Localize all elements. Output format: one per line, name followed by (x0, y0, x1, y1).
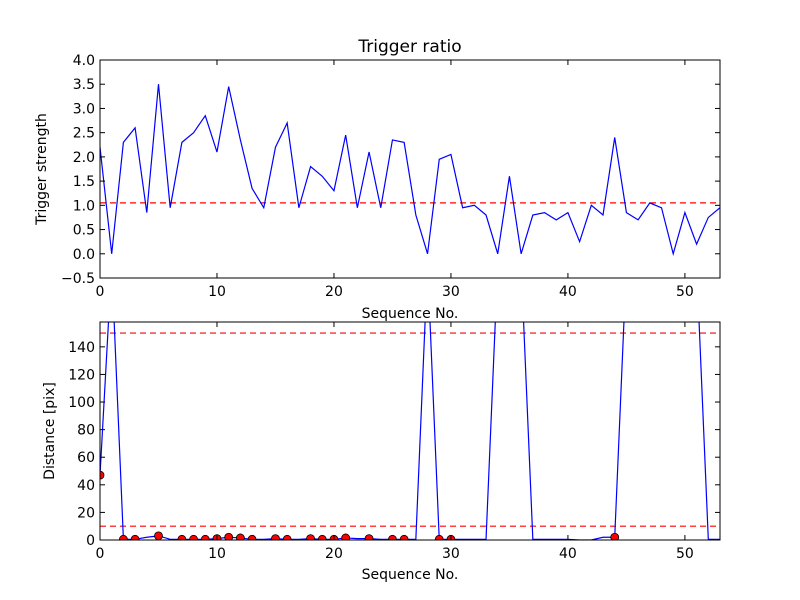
data-point (247, 534, 257, 540)
data-point (610, 532, 620, 540)
y-tick-label: 80 (77, 423, 95, 439)
y-tick-label: 2.5 (73, 126, 95, 142)
x-tick-label: 30 (442, 546, 460, 562)
x-tick-label: 0 (96, 546, 105, 562)
plot-frame (99, 321, 721, 541)
y-axis-label: Trigger strength (34, 113, 50, 226)
data-point (224, 532, 234, 540)
data-point (189, 534, 198, 540)
y-tick-label: 4.0 (73, 53, 95, 69)
y-tick-label: 140 (68, 340, 95, 356)
data-point (399, 534, 409, 540)
y-tick-label: 100 (68, 395, 95, 411)
series-line (100, 84, 720, 257)
y-tick-label: 1.5 (73, 174, 95, 190)
data-point (364, 534, 374, 540)
y-tick-label: 3.5 (73, 77, 95, 93)
x-tick-label: 40 (559, 546, 577, 562)
x-tick-label: 40 (559, 284, 577, 300)
data-point (177, 534, 187, 540)
data-point (282, 534, 292, 540)
distance-chart: 0 10 20 30 40 50 0 20 40 60 80 100 120 140 Sequence N… (42, 321, 721, 583)
data-point (317, 534, 327, 540)
data-point (388, 534, 397, 540)
y-tick-label: 20 (77, 505, 95, 521)
y-tick-label: 120 (68, 367, 95, 383)
x-tick-label: 30 (442, 284, 460, 300)
y-tick-label: 1.0 (73, 198, 95, 214)
x-tick-label: 10 (208, 546, 226, 562)
data-point (118, 534, 128, 540)
data-point (130, 534, 140, 540)
x-tick-label: 0 (96, 284, 105, 300)
y-tick-label: 3.0 (73, 101, 95, 117)
data-point (100, 470, 105, 480)
data-point (200, 534, 210, 540)
y-tick-label: 0.0 (73, 247, 95, 263)
y-tick-label: 0 (86, 533, 95, 549)
plot-content (100, 322, 720, 540)
y-tick-label: 60 (77, 450, 95, 466)
y-tick-label: 2.0 (73, 150, 95, 166)
data-point (154, 531, 163, 540)
distance-plot-area: 0 10 20 30 40 50 0 20 40 60 80 100 120 140 (68, 321, 721, 562)
chart-title: Trigger ratio (357, 37, 461, 57)
y-tick-label: 0.5 (73, 223, 95, 239)
x-tick-label: 20 (325, 546, 343, 562)
x-axis-label: Sequence No. (362, 567, 459, 583)
plot-content (100, 84, 720, 257)
y-tick-label: 40 (77, 478, 95, 494)
x-tick-label: 10 (208, 284, 226, 300)
x-tick-label: 50 (676, 284, 694, 300)
data-point (271, 534, 280, 540)
y-axis-label: Distance [pix] (42, 382, 58, 480)
trigger-ratio-plot-area: 0 10 20 30 40 50 −0.5 0.0 0.5 1.0 1.5 2.0 2.5 3.0 3.5 4… (61, 53, 721, 300)
data-point (434, 534, 444, 540)
plot-frame (99, 59, 721, 279)
x-tick-label: 50 (676, 546, 694, 562)
trigger-ratio-chart: Trigger ratio 0 10 20 30 40 50 −0.5 0.0 0.5 1.0 1.… (34, 37, 721, 322)
data-point (235, 533, 245, 540)
data-point (306, 534, 315, 540)
y-tick-label: −0.5 (61, 271, 95, 287)
x-axis-label: Sequence No. (362, 306, 459, 322)
x-tick-label: 20 (325, 284, 343, 300)
data-point (341, 533, 351, 540)
